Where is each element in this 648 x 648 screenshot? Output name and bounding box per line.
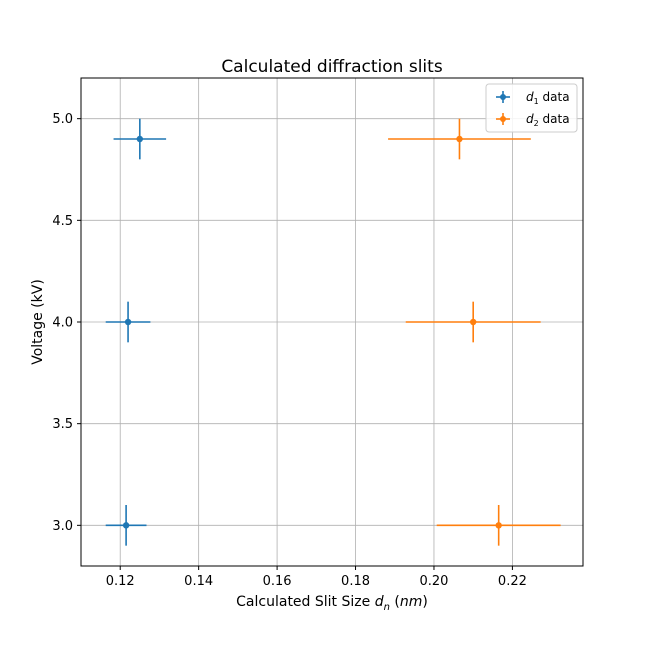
- x-tick-label: 0.20: [419, 574, 448, 589]
- data-point: [456, 135, 463, 143]
- y-axis-ticks: 3.0 3.5 4.0 4.5 5.0: [52, 112, 81, 534]
- plot-frame: [80, 77, 584, 567]
- y-axis-label: Voltage (kV): [30, 279, 46, 365]
- x-tick-label: 0.18: [341, 574, 370, 589]
- data-point: [136, 135, 144, 143]
- legend-marker-point: [500, 94, 506, 100]
- legend-marker-point: [500, 116, 506, 122]
- y-tick-label: 5.0: [52, 112, 73, 127]
- x-tick-label: 0.16: [263, 574, 292, 589]
- x-tick-label: 0.22: [498, 574, 527, 589]
- data-point: [122, 522, 130, 529]
- data-series: [105, 118, 561, 546]
- y-tick-label: 4.5: [52, 214, 73, 229]
- x-axis-label: Calculated Slit Size dn (nm): [236, 594, 428, 613]
- legend: d1 data d2 data: [485, 83, 578, 133]
- series-2: [388, 118, 561, 546]
- x-axis-ticks: 0.12 0.14 0.16 0.18 0.20 0.22: [106, 566, 527, 589]
- data-point: [469, 318, 477, 326]
- legend-label: d1 data: [526, 90, 570, 106]
- chart-title: Calculated diffraction slits: [221, 57, 443, 77]
- x-tick-label: 0.12: [106, 574, 135, 589]
- y-tick-label: 3.0: [52, 519, 73, 534]
- y-tick-label: 4.0: [52, 316, 73, 331]
- legend-box: [485, 83, 578, 133]
- y-tick-label: 3.5: [52, 417, 73, 432]
- series-1: [105, 118, 167, 546]
- data-point: [124, 318, 132, 326]
- x-tick-label: 0.14: [184, 574, 213, 589]
- legend-label: d2 data: [526, 112, 570, 128]
- data-point: [495, 522, 502, 529]
